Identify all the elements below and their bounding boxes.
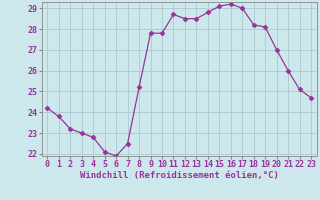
X-axis label: Windchill (Refroidissement éolien,°C): Windchill (Refroidissement éolien,°C) bbox=[80, 171, 279, 180]
